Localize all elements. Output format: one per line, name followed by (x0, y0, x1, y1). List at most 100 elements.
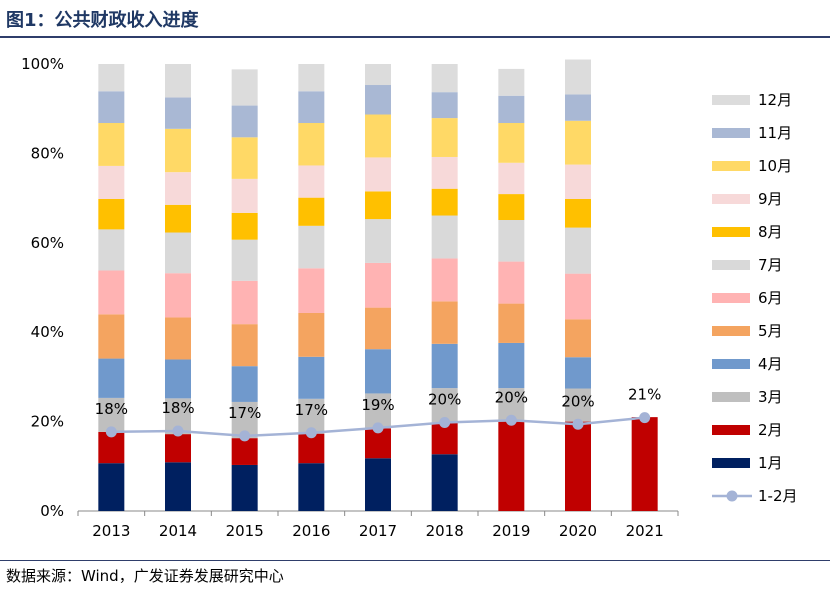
bar-segment (498, 95, 525, 124)
bar-segment (165, 64, 191, 98)
bar-segment (98, 123, 125, 166)
bar-segment (165, 317, 191, 360)
bar-segment (431, 188, 458, 216)
bar-segment (565, 273, 591, 320)
data-label: 20% (428, 390, 461, 408)
bar-segment (98, 91, 125, 124)
bar-segment (565, 94, 591, 121)
line-point (639, 412, 651, 424)
data-label: 17% (295, 401, 328, 419)
legend: 12月 11月 10月 9月 8月 7月 6月 5月 4月 3月 2月 1月 1-2月 (712, 91, 798, 505)
bar-segment (231, 324, 258, 367)
bar-segment (98, 270, 125, 315)
line-point (439, 416, 451, 428)
bar-segment (565, 357, 591, 389)
x-tick-label: 2019 (492, 522, 530, 540)
bar-segment (298, 356, 325, 399)
legend-label: 8月 (758, 223, 783, 241)
y-tick-label: 40% (31, 323, 64, 341)
bar-segment (431, 156, 458, 189)
bar-segment (631, 417, 658, 511)
x-tick-label: 2021 (626, 522, 664, 540)
bar-segment (498, 162, 525, 195)
bar-segment (231, 464, 258, 511)
legend-swatch (712, 227, 750, 237)
legend-swatch (712, 293, 750, 303)
bar-segment (231, 366, 258, 402)
data-label: 19% (361, 396, 394, 414)
bar-segment (498, 220, 525, 262)
y-tick-label: 60% (31, 234, 64, 252)
bar-segment (431, 422, 458, 455)
bar-segment (498, 342, 525, 389)
bar-segment (365, 307, 391, 350)
legend-label: 12月 (758, 91, 792, 109)
stacked-bar-chart: 0% 20% 40% 60% 80% 100% 2013 2014 2015 2016 2017 20… (21, 55, 798, 540)
x-tick-label: 2013 (92, 522, 130, 540)
legend-label: 3月 (758, 388, 783, 406)
bar-segment (98, 198, 125, 230)
bar-segment (565, 120, 591, 165)
chart-title: 图1：公共财政收入进度 (6, 10, 199, 31)
bar-segment (165, 434, 191, 463)
bar-segment (98, 165, 125, 199)
bar-segment (431, 454, 458, 511)
bar-segment (298, 225, 325, 269)
legend-label: 1月 (758, 454, 783, 472)
bar-segment (231, 280, 258, 325)
bar-segment (98, 358, 125, 398)
line-point (372, 422, 384, 434)
legend-label: 7月 (758, 256, 783, 274)
bar-segment (565, 198, 591, 228)
legend-label: 5月 (758, 322, 783, 340)
bar-segment (431, 64, 458, 93)
legend-swatch (712, 425, 750, 435)
bar-segment (365, 458, 391, 511)
line-point (505, 414, 517, 426)
legend-label: 1-2月 (758, 487, 798, 505)
x-tick-label: 2016 (292, 522, 330, 540)
x-tick-label: 2020 (559, 522, 597, 540)
legend-label: 9月 (758, 190, 783, 208)
legend-label: 11月 (758, 124, 792, 142)
bar-segment (498, 303, 525, 343)
legend-swatch (712, 95, 750, 105)
bar-segment (231, 105, 258, 138)
legend-swatch (712, 194, 750, 204)
bar-segment (365, 191, 391, 220)
bar-segment (98, 463, 125, 511)
bar-segment (498, 421, 525, 511)
title-rule (0, 36, 830, 38)
bar-segment (565, 59, 591, 95)
bar-segment (98, 64, 125, 92)
bar-segment (365, 219, 391, 263)
legend-swatch (712, 359, 750, 369)
bar-segment (298, 64, 325, 92)
bar-segment (431, 343, 458, 389)
bar-segment (498, 123, 525, 163)
source-rule (0, 560, 830, 561)
bar-segment (231, 69, 258, 106)
bar-segment (165, 462, 191, 511)
y-tick-label: 20% (31, 413, 64, 431)
bar-segment (298, 197, 325, 226)
data-label: 21% (628, 386, 661, 404)
bar-segment (165, 128, 191, 173)
bar-segment (298, 312, 325, 357)
legend-swatch (712, 260, 750, 270)
legend-label: 4月 (758, 355, 783, 373)
legend-label: 2月 (758, 421, 783, 439)
bar-segment (431, 258, 458, 302)
bar-segment (565, 319, 591, 358)
bar-segment (498, 261, 525, 304)
bar-segment (165, 273, 191, 318)
data-label: 17% (228, 404, 261, 422)
legend-label: 10月 (758, 157, 792, 175)
line-point (572, 418, 584, 430)
x-tick-label: 2017 (359, 522, 397, 540)
bar-segment (298, 165, 325, 198)
bar-segment (431, 301, 458, 344)
y-tick-label: 100% (21, 55, 64, 73)
bar-segment (298, 463, 325, 511)
bar-segment (298, 433, 325, 464)
